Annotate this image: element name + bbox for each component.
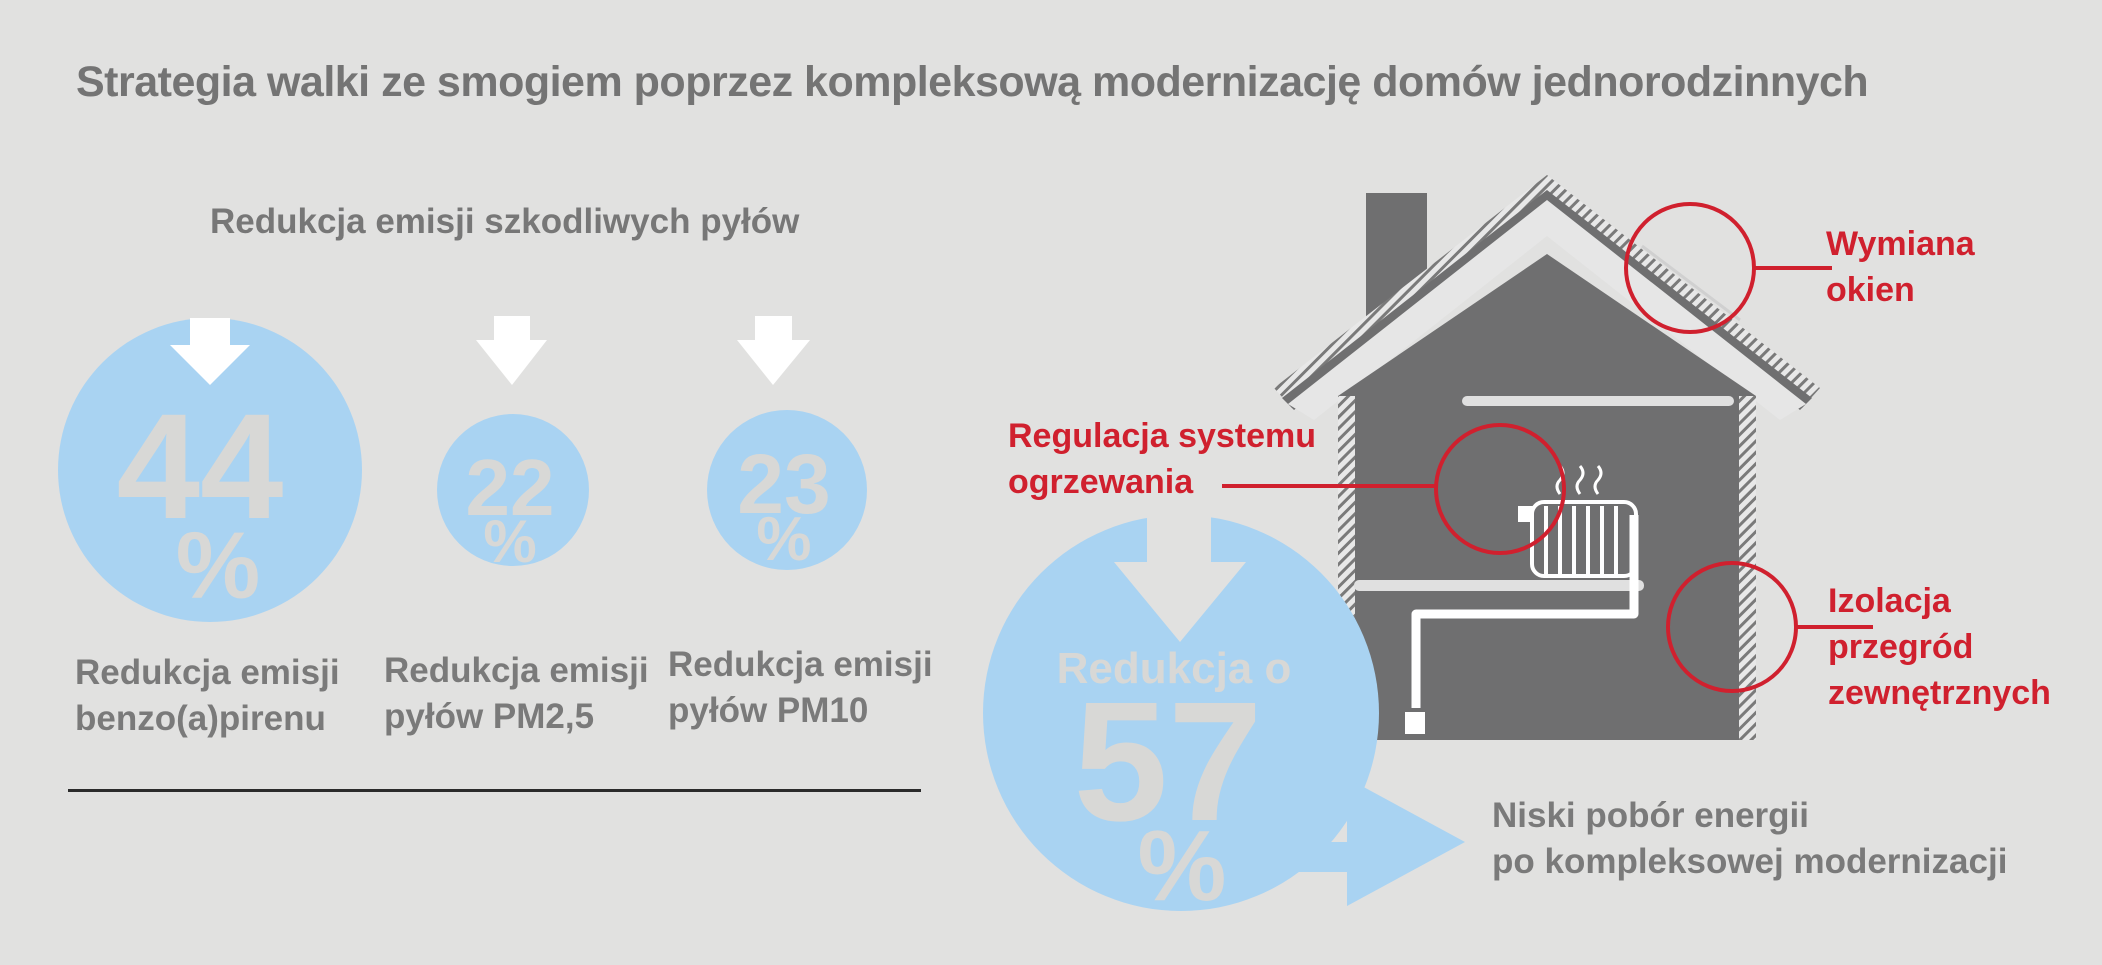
stat-label-line: Redukcja emisji [384, 651, 649, 690]
stat-unit: % [176, 513, 260, 619]
big-stat-value: 57 [1073, 667, 1262, 857]
stat-circle [437, 414, 589, 566]
callout-line: zewnętrznych [1828, 674, 2051, 712]
stat-circle [983, 515, 1379, 911]
callout-line: Regulacja systemu [1008, 417, 1317, 455]
stat-energy-reduction: Redukcja o 57 % [983, 515, 1465, 922]
ceiling-line [1462, 396, 1734, 406]
divider [68, 789, 921, 792]
right-arrow-icon [1289, 778, 1465, 906]
stat-label-pm10: Redukcja emisji pyłów PM10 [668, 642, 933, 734]
wall-insulation-right [1739, 396, 1756, 740]
window-line [1641, 244, 1741, 322]
stat-value: 23 [737, 437, 830, 531]
callout-line: przegród [1828, 628, 1974, 666]
callout-line: Wymiana [1826, 225, 1975, 263]
down-arrow-icon [1114, 515, 1246, 642]
energy-label: Niski pobór energii po kompleksowej mode… [1492, 793, 2007, 885]
house-illustration [1274, 175, 1820, 740]
callout-line: okien [1826, 271, 1915, 309]
stat-unit: % [756, 505, 811, 574]
callout-markers [1222, 202, 1873, 693]
callout-circle-heating [1434, 423, 1566, 555]
big-stat-unit: % [1138, 810, 1227, 922]
heating-socket [1401, 708, 1429, 738]
stat-benzopyrene: 44 % [58, 318, 362, 622]
stat-value: 44 [117, 382, 284, 550]
stat-label-line: Redukcja emisji [75, 653, 340, 692]
stat-label-line: pyłów PM10 [668, 691, 869, 730]
stat-circle [58, 318, 362, 622]
stat-pm25: 22 % [437, 316, 589, 575]
callout-heating: Regulacja systemu ogrzewania [1008, 413, 1316, 505]
stat-label-line: pyłów PM2,5 [384, 697, 595, 736]
section-subtitle: Redukcja emisji szkodliwych pyłów [210, 202, 800, 241]
callout-windows: Wymiana okien [1826, 221, 1975, 313]
down-arrow-icon [170, 318, 250, 385]
floor-line [1354, 580, 1644, 591]
stat-label-line: benzo(a)pirenu [75, 699, 326, 738]
down-arrow-icon [737, 316, 810, 385]
stat-circle [707, 410, 867, 570]
down-arrow-icon [476, 316, 547, 385]
stat-value: 22 [466, 443, 555, 532]
callout-insulation: Izolacja przegród zewnętrznych [1828, 578, 2051, 716]
callout-line: ogrzewania [1008, 463, 1194, 501]
callout-line: Izolacja [1828, 582, 1951, 620]
energy-label-line: Niski pobór energii [1492, 796, 1809, 835]
stat-unit: % [483, 508, 536, 575]
stat-label-benzopyrene: Redukcja emisji benzo(a)pirenu [75, 650, 340, 742]
energy-label-line: po kompleksowej modernizacji [1492, 842, 2008, 881]
page-title: Strategia walki ze smogiem poprzez kompl… [76, 58, 1869, 106]
stat-pm10: 23 % [707, 316, 867, 574]
big-stat-prefix: Redukcja o [1057, 644, 1292, 693]
stat-label-line: Redukcja emisji [668, 645, 933, 684]
stat-label-pm25: Redukcja emisji pyłów PM2,5 [384, 648, 649, 740]
